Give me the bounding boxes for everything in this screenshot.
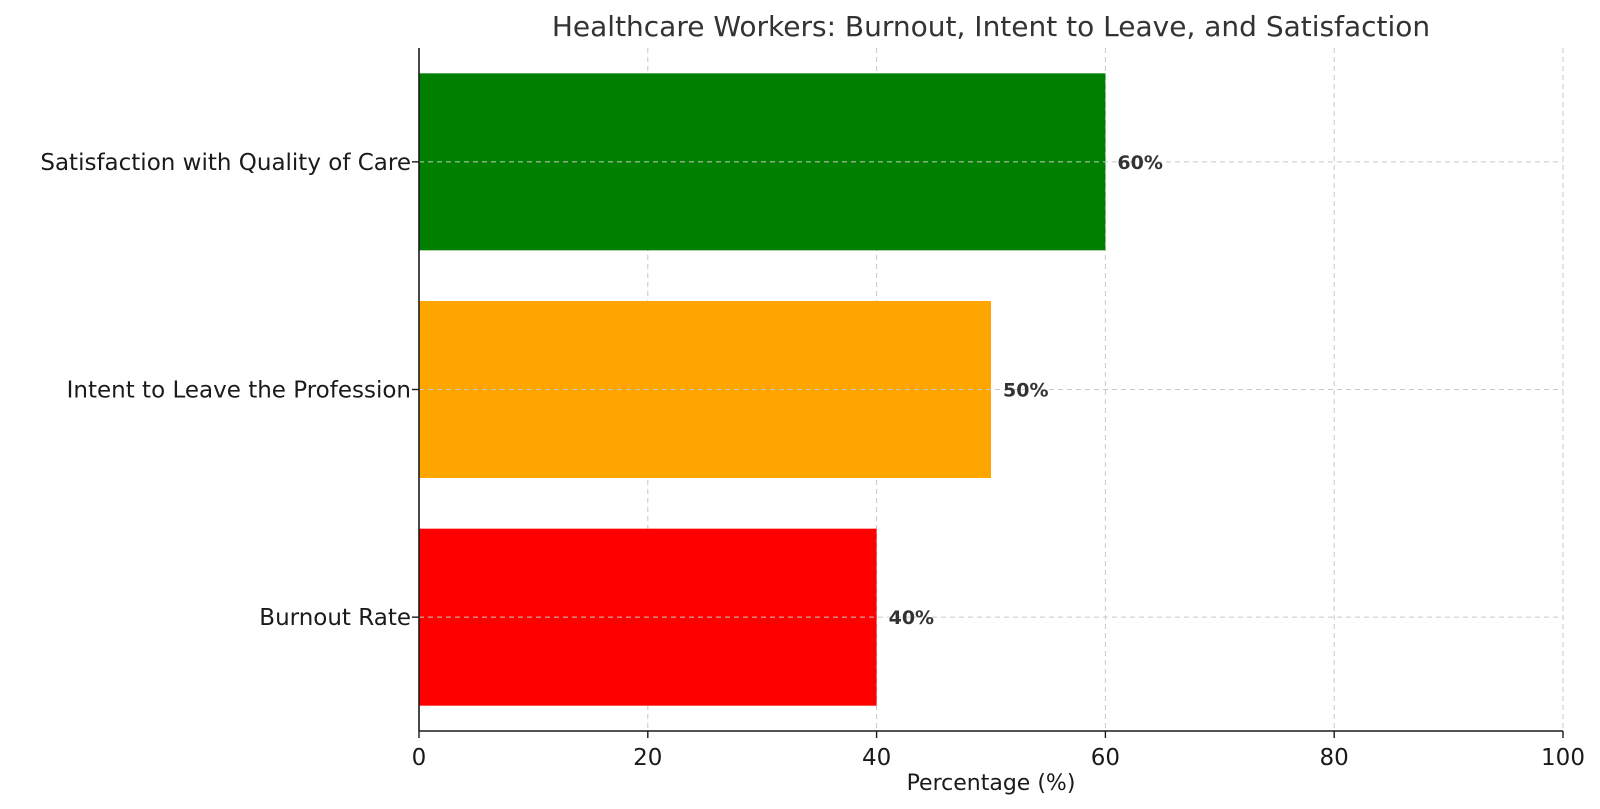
x-tick-label: 20 — [633, 745, 662, 771]
category-label: Intent to Leave the Profession — [67, 378, 411, 404]
chart-title: Healthcare Workers: Burnout, Intent to L… — [552, 10, 1430, 43]
x-axis-label: Percentage (%) — [907, 771, 1076, 796]
bar-value-label: 40% — [889, 607, 934, 629]
category-label: Satisfaction with Quality of Care — [40, 150, 411, 176]
category-label: Burnout Rate — [259, 605, 411, 631]
axis-layer — [412, 48, 1564, 738]
x-tick-label: 80 — [1320, 745, 1349, 771]
x-tick-label: 100 — [1541, 745, 1585, 771]
x-tick-label: 40 — [862, 745, 891, 771]
label-layer: 0 20 40 60 80 100 Burnout Rate Intent to Leave … — [40, 150, 1585, 771]
x-tick-label: 0 — [412, 745, 427, 771]
bar-value-label: 50% — [1003, 380, 1048, 402]
bar — [419, 301, 991, 478]
x-tick-label: 60 — [1091, 745, 1120, 771]
bar-value-label: 60% — [1117, 152, 1162, 174]
